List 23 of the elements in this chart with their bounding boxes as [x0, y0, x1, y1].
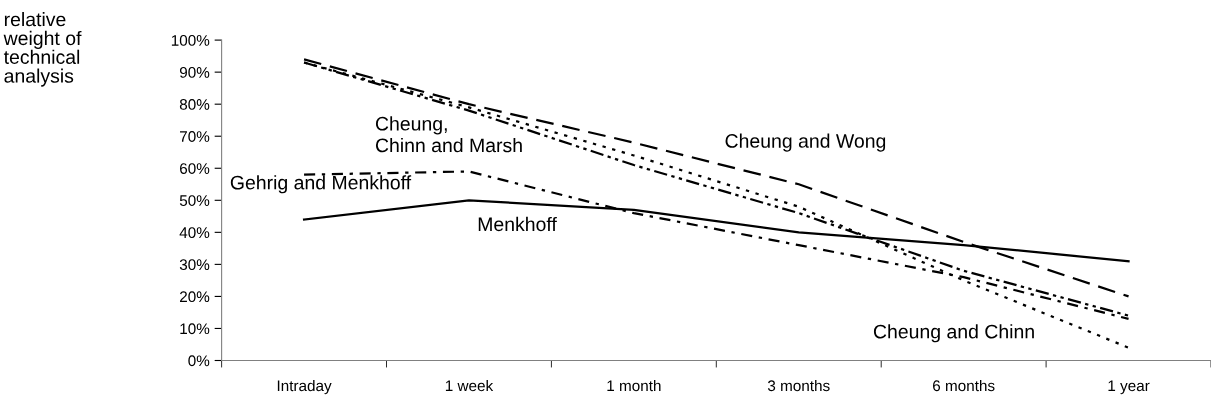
- series-label: Cheung, Chinn and Marsh: [375, 116, 522, 153]
- y-tick-label: 40%: [179, 227, 210, 239]
- y-axis-title: relative weight of technical analysis: [3, 12, 82, 87]
- y-tick-label: 50%: [179, 195, 210, 206]
- x-tick-label: 1 month: [607, 379, 661, 392]
- series-label: Cheung and Wong: [725, 133, 886, 152]
- y-tick-label: 80%: [179, 99, 210, 110]
- y-tick-label: 100%: [171, 34, 210, 46]
- y-tick-label: 20%: [180, 291, 210, 303]
- series-label: Cheung and Chinn: [873, 324, 1034, 343]
- series-label: Menkhoff: [478, 216, 557, 232]
- x-tick-label: Intraday: [277, 379, 332, 395]
- x-tick-label: 1 week: [445, 379, 494, 392]
- y-tick-label: 70%: [180, 131, 210, 142]
- y-tick-label: 90%: [179, 67, 210, 78]
- y-tick-label: 0%: [188, 355, 210, 367]
- y-tick-label: 30%: [179, 259, 210, 271]
- y-tick-label: 10%: [180, 323, 210, 335]
- series-label: Gehrig and Menkhoff: [230, 175, 412, 194]
- x-tick-label: 1 year: [1108, 380, 1150, 395]
- x-tick-label: 3 months: [767, 379, 830, 392]
- x-tick-label: 6 months: [933, 379, 995, 392]
- y-tick-label: 60%: [180, 163, 210, 174]
